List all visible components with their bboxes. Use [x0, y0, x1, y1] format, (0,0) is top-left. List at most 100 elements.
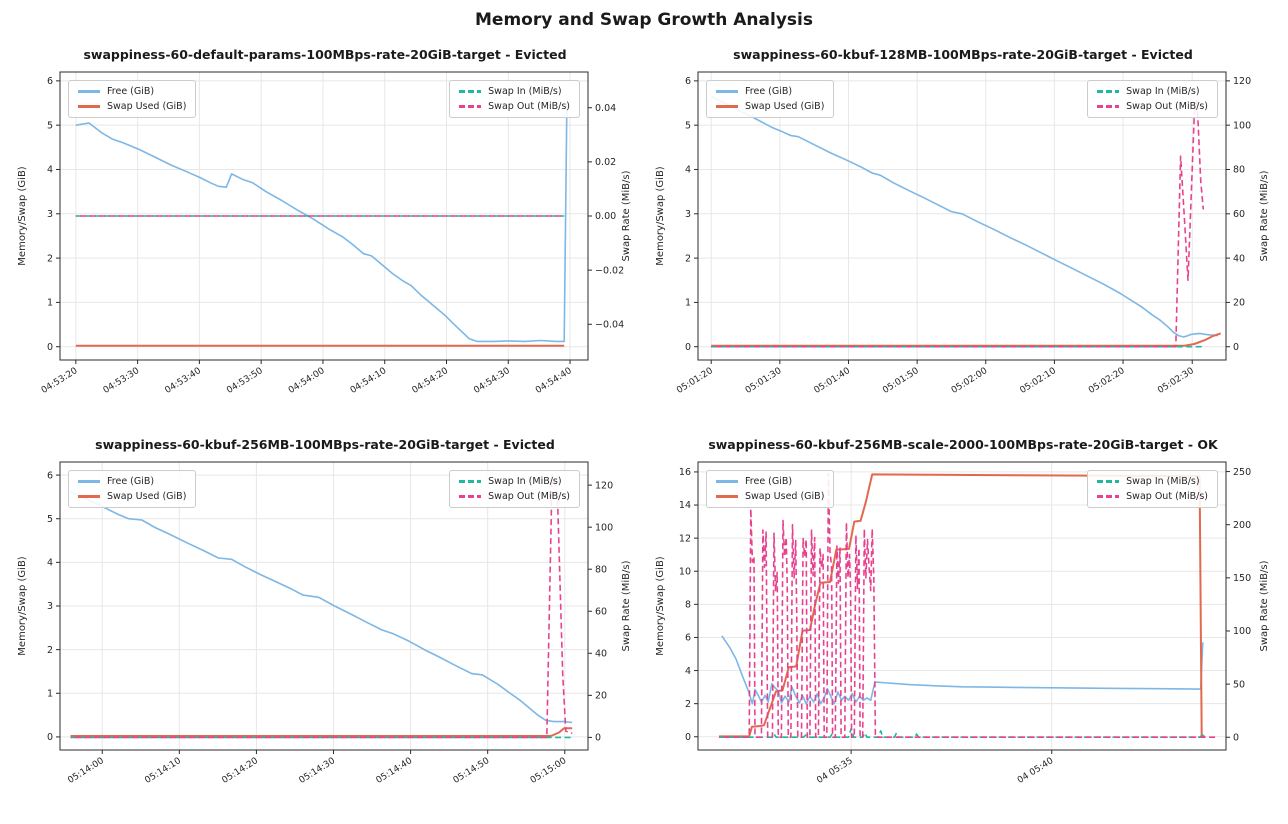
swap-in-line-swatch — [1097, 90, 1120, 93]
left-tick-label: 2 — [47, 253, 53, 264]
subplot-top-right: swappiness-60-kbuf-128MB-100MBps-rate-20… — [652, 46, 1274, 422]
legend-label-free: Free (GiB) — [745, 476, 793, 487]
right-tick-label: 40 — [1233, 253, 1245, 264]
legend-swap-rate: Swap In (MiB/s) Swap Out (MiB/s) — [449, 80, 580, 118]
legend-label-swap-used: Swap Used (GiB) — [745, 101, 825, 112]
legend-label-swap-used: Swap Used (GiB) — [107, 101, 187, 112]
plot-border — [697, 71, 1227, 361]
legend-entry-swap-in: Swap In (MiB/s) — [459, 476, 570, 487]
left-axis-label: Memory/Swap (GiB) — [655, 166, 666, 266]
swap-used-line — [711, 332, 1222, 347]
right-tick-label: 200 — [1233, 520, 1251, 531]
x-tick-label: 05:15:00 — [529, 756, 569, 786]
legend-entry-free: Free (GiB) — [78, 86, 186, 97]
left-tick-label: 4 — [47, 165, 53, 176]
left-tick-label: 10 — [679, 566, 691, 577]
left-tick-label: 1 — [685, 298, 691, 309]
legend-label-swap-out: Swap Out (MiB/s) — [1126, 491, 1208, 502]
legend-entry-swap-in: Swap In (MiB/s) — [459, 86, 570, 97]
gridlines — [698, 462, 1226, 750]
legend-entry-swap-used: Swap Used (GiB) — [716, 491, 824, 502]
legend-entry-swap-out: Swap Out (MiB/s) — [459, 491, 570, 502]
swap-out-line-swatch — [459, 105, 482, 108]
left-tick-label: 0 — [685, 342, 691, 353]
right-tick-label: −0.02 — [595, 265, 624, 276]
right-tick-label: −0.04 — [595, 319, 624, 330]
plot-area: 0 1 2 3 4 5 6 0 20 40 60 80 100 120 05:14:00 05:14:10 05… — [14, 454, 636, 812]
swap-out-line-swatch — [1097, 105, 1120, 108]
right-tick-label: 0 — [1233, 732, 1239, 743]
right-axis-label: Swap Rate (MiB/s) — [1259, 170, 1270, 261]
x-tick-label: 04:53:30 — [102, 366, 142, 396]
left-tick-label: 1 — [47, 688, 53, 699]
right-tick-label: 60 — [595, 606, 607, 617]
swap-used-line — [70, 727, 573, 737]
legend-entry-free: Free (GiB) — [78, 476, 186, 487]
subplot-title: swappiness-60-kbuf-256MB-scale-2000-100M… — [708, 437, 1218, 452]
left-axis-label: Memory/Swap (GiB) — [655, 556, 666, 656]
right-axis-label: Swap Rate (MiB/s) — [621, 560, 632, 651]
left-axis-label: Memory/Swap (GiB) — [17, 166, 28, 266]
x-tick-label: 04 05:35 — [815, 756, 854, 786]
legend-memory: Free (GiB) Swap Used (GiB) — [706, 470, 835, 508]
legend-memory: Free (GiB) Swap Used (GiB) — [68, 80, 197, 118]
right-tick-label: 100 — [1233, 626, 1251, 637]
legend-label-free: Free (GiB) — [745, 86, 793, 97]
subplot-bottom-left: swappiness-60-kbuf-256MB-100MBps-rate-20… — [14, 436, 636, 812]
subplot-bottom-right: swappiness-60-kbuf-256MB-scale-2000-100M… — [652, 436, 1274, 812]
free-line — [75, 100, 568, 343]
swap-in-line — [719, 727, 1207, 738]
legend-swap-rate: Swap In (MiB/s) Swap Out (MiB/s) — [449, 470, 580, 508]
plot-area: 0 1 2 3 4 5 6 −0.04 −0.02 0.00 0.02 0.04 04:53:20 04:… — [14, 64, 636, 422]
swap-out-line-swatch — [1097, 495, 1120, 498]
left-tick-label: 2 — [685, 699, 691, 710]
swap-in-line-swatch — [459, 90, 482, 93]
x-tick-label: 05:14:00 — [66, 756, 106, 786]
swap-used-line-swatch — [78, 495, 100, 498]
left-tick-label: 2 — [47, 645, 53, 656]
plot-border — [59, 71, 589, 361]
legend-label-swap-in: Swap In (MiB/s) — [1126, 86, 1200, 97]
left-tick-label: 1 — [47, 298, 53, 309]
left-tick-label: 5 — [685, 120, 691, 131]
right-tick-label: 120 — [595, 480, 613, 491]
gridlines — [60, 462, 588, 750]
left-tick-label: 6 — [47, 470, 53, 481]
x-tick-label: 05:01:50 — [881, 366, 921, 396]
right-tick-label: 0.00 — [595, 211, 616, 222]
x-tick-label: 05:02:20 — [1087, 366, 1127, 396]
subplot-title: swappiness-60-kbuf-128MB-100MBps-rate-20… — [733, 47, 1193, 62]
left-tick-label: 0 — [47, 732, 53, 743]
legend-entry-swap-out: Swap Out (MiB/s) — [459, 101, 570, 112]
left-tick-label: 0 — [47, 342, 53, 353]
legend-entry-swap-used: Swap Used (GiB) — [78, 101, 186, 112]
legend-entry-swap-out: Swap Out (MiB/s) — [1097, 491, 1208, 502]
legend-swap-rate: Swap In (MiB/s) Swap Out (MiB/s) — [1087, 80, 1218, 118]
right-axis-label: Swap Rate (MiB/s) — [1259, 560, 1270, 651]
subplot-title: swappiness-60-default-params-100MBps-rat… — [83, 47, 567, 62]
right-tick-label: 60 — [1233, 209, 1245, 220]
legend-label-free: Free (GiB) — [107, 476, 155, 487]
x-tick-label: 05:02:10 — [1018, 366, 1058, 396]
legend-entry-free: Free (GiB) — [716, 86, 824, 97]
legend-entry-swap-used: Swap Used (GiB) — [716, 101, 824, 112]
x-tick-label: 05:14:40 — [375, 756, 415, 786]
subplot-top-left: swappiness-60-default-params-100MBps-rat… — [14, 46, 636, 422]
right-tick-label: 80 — [595, 564, 607, 575]
x-tick-label: 04 05:40 — [1016, 756, 1056, 786]
plot-area: 0 1 2 3 4 5 6 0 20 40 60 80 100 120 05:01:20 05:01:30 05… — [652, 64, 1274, 422]
figure-title: Memory and Swap Growth Analysis — [475, 10, 813, 30]
right-tick-label: 20 — [595, 691, 607, 702]
right-axis-label: Swap Rate (MiB/s) — [621, 170, 632, 261]
free-line-swatch — [716, 480, 738, 483]
legend-label-swap-out: Swap Out (MiB/s) — [488, 101, 570, 112]
right-tick-label: 40 — [595, 648, 607, 659]
left-tick-label: 8 — [685, 600, 691, 611]
legend-label-swap-out: Swap Out (MiB/s) — [1126, 101, 1208, 112]
swap-used-line — [719, 473, 1205, 738]
chart-canvas: 0 1 2 3 4 5 6 −0.04 −0.02 0.00 0.02 0.04 04:53:20 04:… — [17, 71, 632, 396]
x-tick-label: 05:01:20 — [675, 366, 715, 396]
left-tick-label: 4 — [47, 558, 53, 569]
swap-in-line-swatch — [1097, 480, 1120, 483]
